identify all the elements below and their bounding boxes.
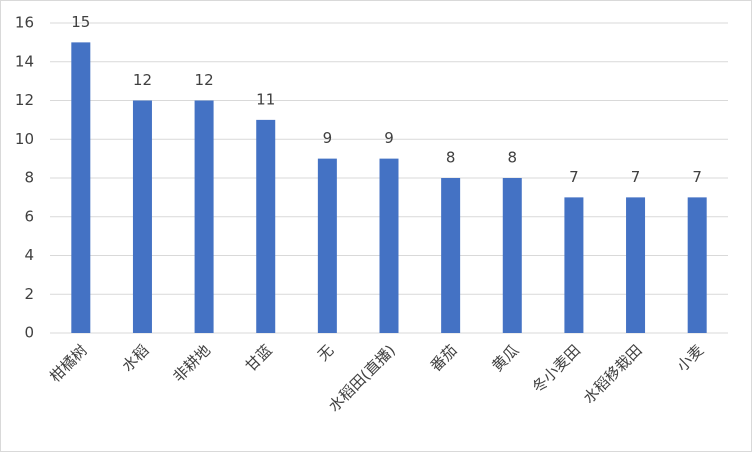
data-label: 9 — [384, 129, 394, 147]
y-tick-label: 0 — [24, 324, 34, 342]
bar — [379, 158, 399, 333]
y-tick-label: 2 — [24, 285, 34, 303]
bar — [194, 100, 214, 333]
bar — [564, 197, 584, 333]
y-tick-label: 12 — [15, 91, 34, 109]
data-label: 7 — [569, 168, 579, 186]
data-label: 9 — [323, 129, 333, 147]
y-tick-label: 16 — [15, 14, 34, 32]
data-label: 8 — [507, 149, 517, 167]
data-label: 7 — [631, 168, 641, 186]
data-label: 7 — [692, 168, 702, 186]
y-tick-label: 10 — [15, 130, 34, 148]
y-tick-label: 4 — [24, 246, 34, 264]
bar — [71, 42, 91, 333]
bar — [687, 197, 707, 333]
data-label: 8 — [446, 149, 456, 167]
y-tick-label: 6 — [24, 207, 34, 225]
data-label: 11 — [256, 90, 275, 108]
y-tick-label: 14 — [15, 52, 34, 70]
bar — [317, 158, 337, 333]
bar — [502, 178, 522, 333]
bar — [132, 100, 152, 333]
data-label: 12 — [195, 71, 214, 89]
bar — [626, 197, 646, 333]
data-label: 12 — [133, 71, 152, 89]
bar — [256, 119, 276, 333]
bar — [441, 178, 461, 333]
data-label: 15 — [71, 13, 90, 31]
y-tick-label: 8 — [24, 169, 34, 187]
